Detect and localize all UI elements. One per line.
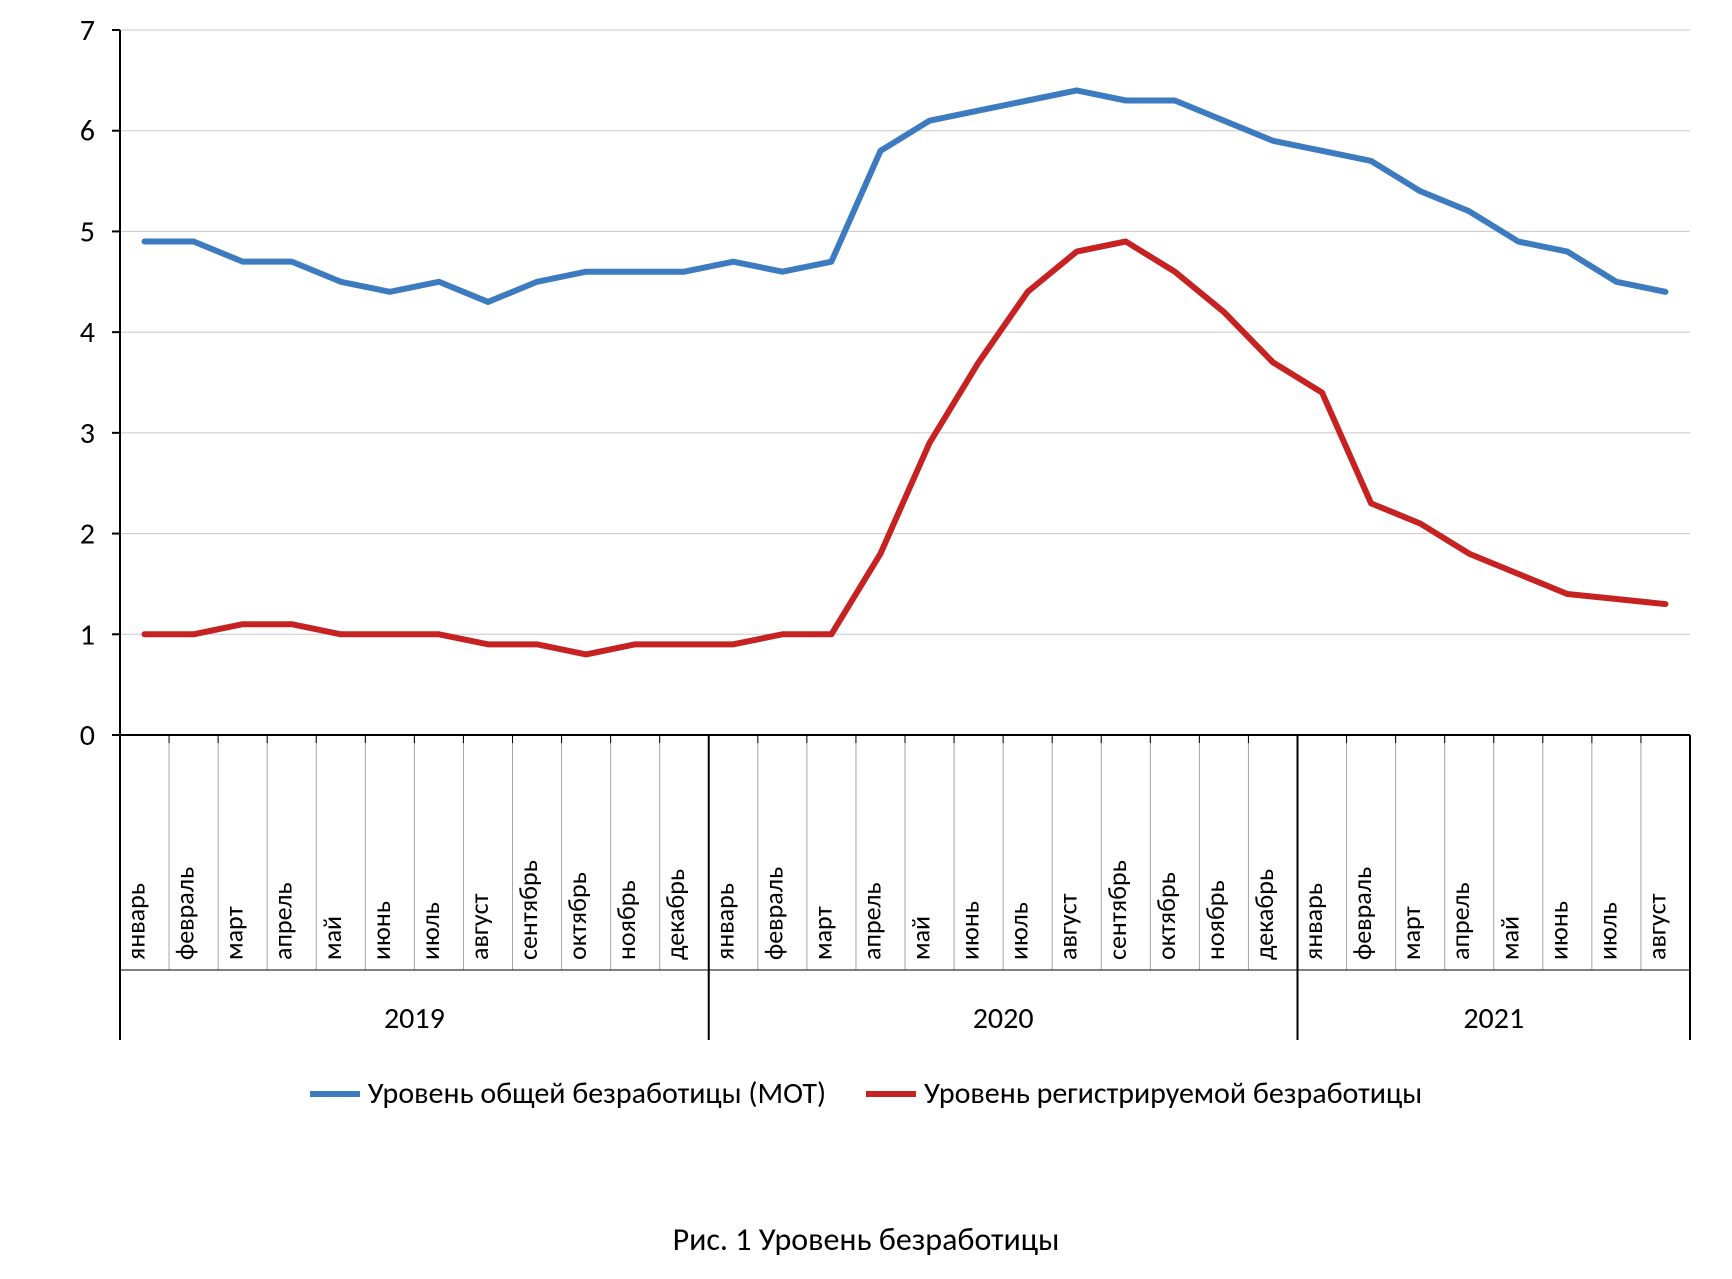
month-label: июнь bbox=[1542, 901, 1574, 960]
month-label: июнь bbox=[365, 901, 397, 960]
month-label: сентябрь bbox=[512, 860, 544, 960]
legend-swatch bbox=[866, 1091, 916, 1097]
month-label: июль bbox=[1003, 902, 1035, 960]
month-label: май bbox=[905, 916, 937, 960]
y-tick-label: 6 bbox=[80, 113, 95, 150]
unemployment-chart: 01234567январьфевральмартапрельмайиюньию… bbox=[0, 0, 1732, 1075]
month-label: январь bbox=[120, 883, 152, 960]
y-tick-label: 3 bbox=[80, 415, 95, 452]
legend-label: Уровень регистрируемой безработицы bbox=[924, 1075, 1422, 1112]
month-label: январь bbox=[708, 883, 740, 960]
legend: Уровень общей безработицы (МОТ) Уровень р… bbox=[0, 1075, 1732, 1112]
y-tick-label: 5 bbox=[80, 213, 95, 250]
month-label: февраль bbox=[1346, 867, 1378, 960]
month-label: март bbox=[1395, 906, 1427, 960]
legend-swatch bbox=[310, 1091, 360, 1097]
series-line-1 bbox=[145, 242, 1666, 655]
legend-label: Уровень общей безработицы (МОТ) bbox=[368, 1075, 826, 1112]
year-label: 2019 bbox=[384, 1000, 445, 1037]
month-label: май bbox=[1493, 916, 1525, 960]
y-tick-label: 4 bbox=[80, 314, 95, 351]
y-tick-label: 7 bbox=[80, 12, 95, 49]
year-label: 2020 bbox=[973, 1000, 1034, 1037]
month-label: август bbox=[463, 893, 495, 960]
month-label: март bbox=[806, 906, 838, 960]
y-tick-label: 0 bbox=[80, 717, 95, 754]
month-label: январь bbox=[1297, 883, 1329, 960]
month-label: декабрь bbox=[659, 869, 691, 960]
y-tick-label: 1 bbox=[80, 616, 95, 653]
month-label: апрель bbox=[1444, 882, 1476, 960]
figure-caption: Рис. 1 Уровень безработицы bbox=[0, 1220, 1732, 1259]
month-label: ноябрь bbox=[610, 880, 642, 960]
month-label: апрель bbox=[267, 882, 299, 960]
legend-item: Уровень регистрируемой безработицы bbox=[866, 1075, 1422, 1112]
month-label: февраль bbox=[757, 867, 789, 960]
month-label: август bbox=[1052, 893, 1084, 960]
month-label: июль bbox=[1591, 902, 1623, 960]
month-label: октябрь bbox=[1150, 872, 1182, 960]
month-label: декабрь bbox=[1248, 869, 1280, 960]
chart-container: 01234567январьфевральмартапрельмайиюньию… bbox=[0, 0, 1732, 1279]
month-label: апрель bbox=[855, 882, 887, 960]
month-label: сентябрь bbox=[1101, 860, 1133, 960]
year-label: 2021 bbox=[1463, 1000, 1524, 1037]
series-line-0 bbox=[145, 90, 1666, 301]
month-label: июнь bbox=[954, 901, 986, 960]
month-label: май bbox=[316, 916, 348, 960]
month-label: июль bbox=[414, 902, 446, 960]
month-label: март bbox=[218, 906, 250, 960]
month-label: август bbox=[1640, 893, 1672, 960]
y-tick-label: 2 bbox=[80, 516, 95, 553]
month-label: октябрь bbox=[561, 872, 593, 960]
month-label: ноябрь bbox=[1199, 880, 1231, 960]
month-label: февраль bbox=[169, 867, 201, 960]
legend-item: Уровень общей безработицы (МОТ) bbox=[310, 1075, 826, 1112]
